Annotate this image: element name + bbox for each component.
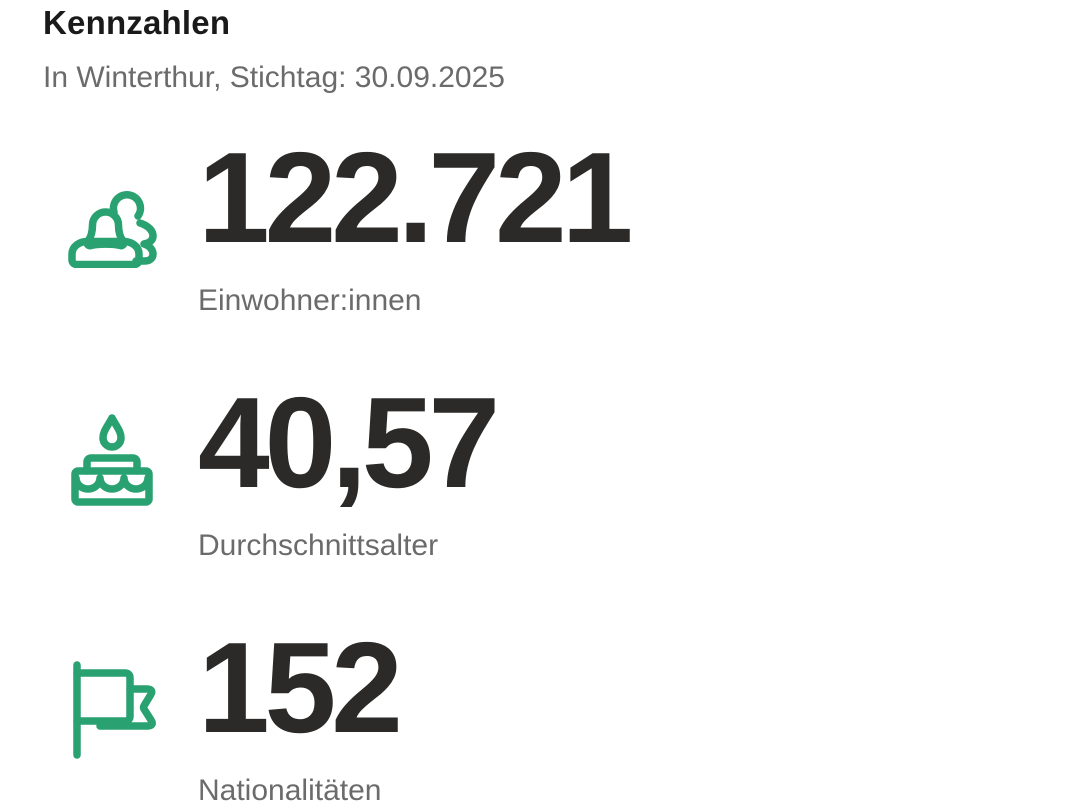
cake-icon [63,412,161,510]
stat-einwohner: 122.721 Einwohner:innen [43,125,1070,319]
stat-body: 40,57 Durchschnittsalter [198,370,1070,564]
stat-durchschnittsalter: 40,57 Durchschnittsalter [43,370,1070,564]
flag-icon [63,660,161,759]
stat-value-nationalitaeten: 152 [198,615,403,760]
stat-body: 122.721 Einwohner:innen [198,125,1070,319]
page-subtitle: In Winterthur, Stichtag: 30.09.2025 [43,60,505,94]
stats-list: 122.721 Einwohner:innen 40,57 Durchschni… [43,125,1070,809]
stat-label-durchschnittsalter: Durchschnittsalter [198,528,439,562]
stat-label-nationalitaeten: Nationalitäten [198,773,382,807]
stat-label-einwohner: Einwohner:innen [198,283,422,317]
stat-value-einwohner: 122.721 [198,125,633,270]
stat-nationalitaeten: 152 Nationalitäten [43,615,1070,809]
stat-body: 152 Nationalitäten [198,615,1070,809]
page-title: Kennzahlen [43,4,231,41]
stat-value-durchschnittsalter: 40,57 [198,370,500,515]
people-icon [63,188,161,268]
